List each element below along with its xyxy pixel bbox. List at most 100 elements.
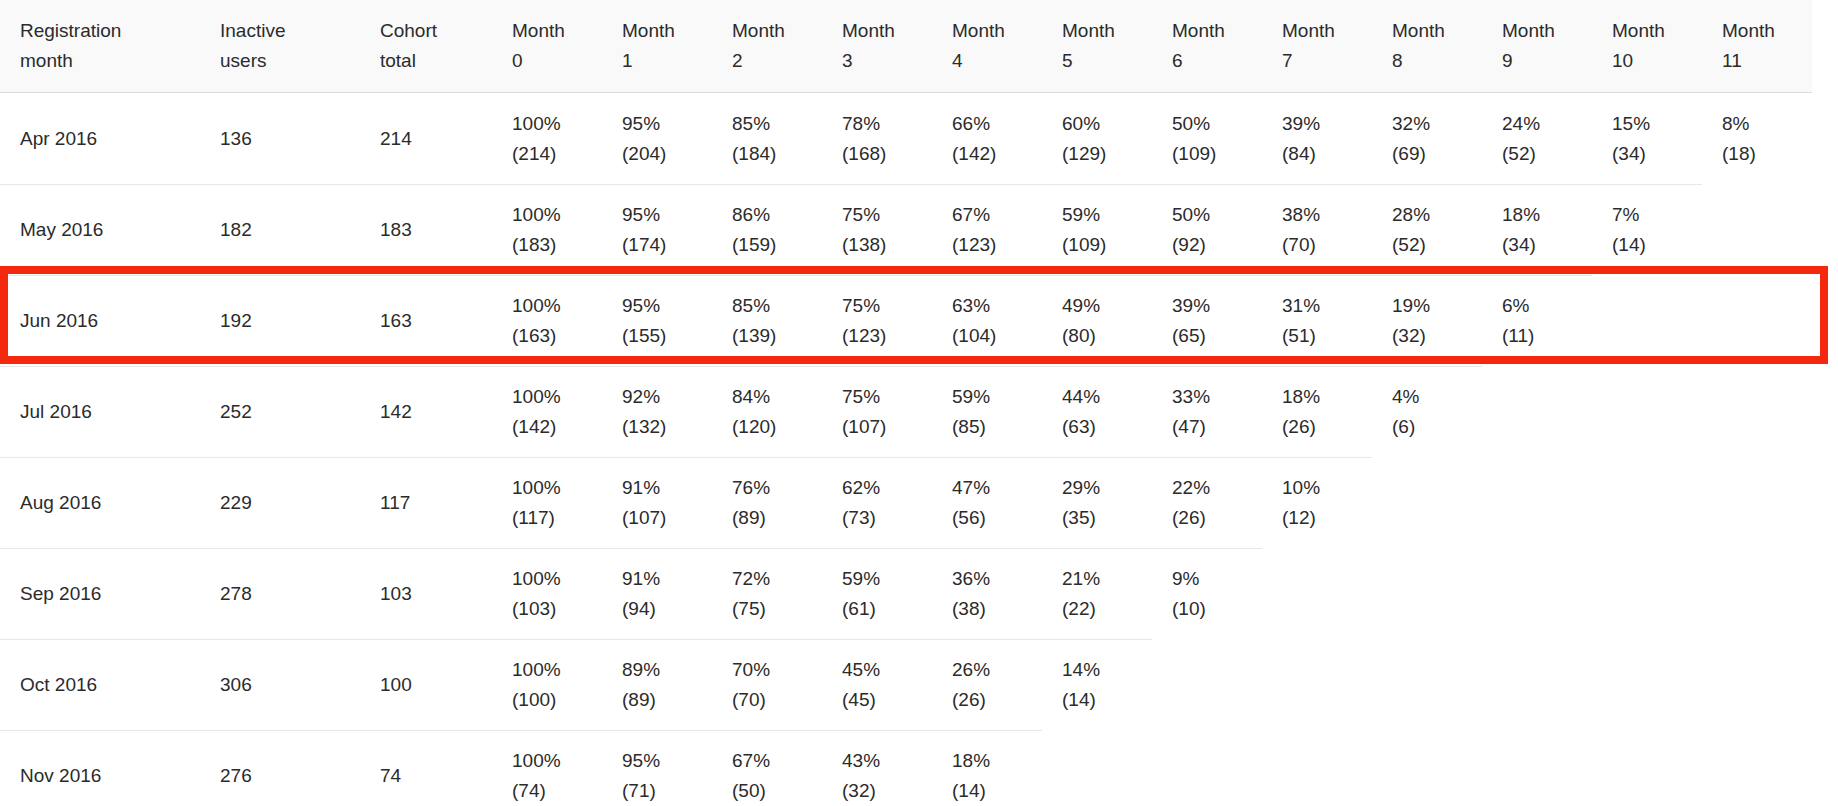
retention-cell-month-1: 95%(204) bbox=[602, 93, 712, 184]
retention-percentage: 18% bbox=[952, 746, 1036, 776]
retention-cell-month-1: 95%(71) bbox=[602, 730, 712, 806]
retention-cell-month-3: 78%(168) bbox=[822, 93, 932, 184]
retention-cell-month-0: 100%(74) bbox=[492, 730, 602, 806]
retention-percentage: 31% bbox=[1282, 291, 1366, 321]
retention-cell-month-10: 7%(14) bbox=[1592, 184, 1702, 275]
retention-percentage: 70% bbox=[732, 655, 816, 685]
column-header-month-0: Month0 bbox=[492, 0, 602, 93]
retention-count: (14) bbox=[1062, 685, 1146, 715]
retention-cell-empty bbox=[1592, 548, 1702, 639]
retention-percentage: 67% bbox=[952, 200, 1036, 230]
retention-percentage: 50% bbox=[1172, 200, 1256, 230]
retention-percentage: 9% bbox=[1172, 564, 1256, 594]
column-header-line: Month bbox=[1282, 16, 1366, 46]
retention-count: (26) bbox=[952, 685, 1036, 715]
column-header-line: users bbox=[220, 46, 354, 76]
retention-count: (107) bbox=[842, 412, 926, 442]
retention-percentage: 39% bbox=[1282, 109, 1366, 139]
retention-cell-month-2: 85%(139) bbox=[712, 275, 822, 366]
column-header-month-7: Month7 bbox=[1262, 0, 1372, 93]
retention-percentage: 50% bbox=[1172, 109, 1256, 139]
retention-percentage: 100% bbox=[512, 382, 596, 412]
retention-cell-empty bbox=[1262, 639, 1372, 730]
retention-count: (65) bbox=[1172, 321, 1256, 351]
retention-cell-empty bbox=[1702, 366, 1812, 457]
retention-cell-month-0: 100%(183) bbox=[492, 184, 602, 275]
registration-month: Jul 2016 bbox=[0, 366, 200, 457]
retention-cell-empty bbox=[1372, 457, 1482, 548]
retention-count: (168) bbox=[842, 139, 926, 169]
retention-percentage: 29% bbox=[1062, 473, 1146, 503]
retention-cell-month-2: 76%(89) bbox=[712, 457, 822, 548]
retention-percentage: 89% bbox=[622, 655, 706, 685]
column-header-line: 4 bbox=[952, 46, 1036, 76]
cohort-total: 142 bbox=[360, 366, 492, 457]
retention-count: (84) bbox=[1282, 139, 1366, 169]
retention-percentage: 100% bbox=[512, 746, 596, 776]
cohort-row-jul-2016: Jul 2016252142100%(142)92%(132)84%(120)7… bbox=[0, 366, 1812, 457]
retention-percentage: 4% bbox=[1392, 382, 1476, 412]
column-header-line: 6 bbox=[1172, 46, 1256, 76]
retention-percentage: 45% bbox=[842, 655, 926, 685]
retention-cell-month-6: 33%(47) bbox=[1152, 366, 1262, 457]
column-header-line: Month bbox=[1392, 16, 1476, 46]
column-header-line: 7 bbox=[1282, 46, 1366, 76]
column-header-month-10: Month10 bbox=[1592, 0, 1702, 93]
retention-cell-month-3: 75%(138) bbox=[822, 184, 932, 275]
retention-cell-empty bbox=[1152, 730, 1262, 806]
retention-count: (18) bbox=[1722, 139, 1806, 169]
inactive-users: 192 bbox=[200, 275, 360, 366]
retention-percentage: 10% bbox=[1282, 473, 1366, 503]
inactive-users: 276 bbox=[200, 730, 360, 806]
retention-percentage: 91% bbox=[622, 473, 706, 503]
column-header-line: 9 bbox=[1502, 46, 1586, 76]
cohort-total: 100 bbox=[360, 639, 492, 730]
column-header-line: 1 bbox=[622, 46, 706, 76]
retention-cell-month-0: 100%(103) bbox=[492, 548, 602, 639]
retention-cell-month-4: 36%(38) bbox=[932, 548, 1042, 639]
retention-count: (89) bbox=[622, 685, 706, 715]
inactive-users: 136 bbox=[200, 93, 360, 184]
retention-count: (123) bbox=[842, 321, 926, 351]
retention-percentage: 91% bbox=[622, 564, 706, 594]
retention-cell-empty bbox=[1702, 639, 1812, 730]
retention-cell-empty bbox=[1482, 457, 1592, 548]
registration-month: Sep 2016 bbox=[0, 548, 200, 639]
column-header-line: Month bbox=[1722, 16, 1806, 46]
retention-percentage: 18% bbox=[1502, 200, 1586, 230]
retention-cell-month-7: 18%(26) bbox=[1262, 366, 1372, 457]
retention-cell-month-2: 67%(50) bbox=[712, 730, 822, 806]
retention-cell-month-2: 85%(184) bbox=[712, 93, 822, 184]
retention-percentage: 59% bbox=[952, 382, 1036, 412]
retention-cell-empty bbox=[1592, 457, 1702, 548]
retention-cell-empty bbox=[1482, 639, 1592, 730]
retention-cell-month-6: 9%(10) bbox=[1152, 548, 1262, 639]
retention-cell-empty bbox=[1372, 730, 1482, 806]
cohort-total: 103 bbox=[360, 548, 492, 639]
cohort-row-apr-2016: Apr 2016136214100%(214)95%(204)85%(184)7… bbox=[0, 93, 1812, 184]
retention-count: (129) bbox=[1062, 139, 1146, 169]
retention-cell-month-9: 6%(11) bbox=[1482, 275, 1592, 366]
retention-cell-month-5: 59%(109) bbox=[1042, 184, 1152, 275]
table-header: RegistrationmonthInactiveusersCohorttota… bbox=[0, 0, 1812, 93]
retention-percentage: 24% bbox=[1502, 109, 1586, 139]
retention-percentage: 44% bbox=[1062, 382, 1146, 412]
retention-cell-month-2: 72%(75) bbox=[712, 548, 822, 639]
retention-percentage: 8% bbox=[1722, 109, 1806, 139]
table-body: Apr 2016136214100%(214)95%(204)85%(184)7… bbox=[0, 93, 1812, 806]
retention-percentage: 22% bbox=[1172, 473, 1256, 503]
inactive-users: 306 bbox=[200, 639, 360, 730]
retention-cell-empty bbox=[1702, 730, 1812, 806]
retention-count: (94) bbox=[622, 594, 706, 624]
inactive-users: 278 bbox=[200, 548, 360, 639]
retention-count: (123) bbox=[952, 230, 1036, 260]
retention-percentage: 92% bbox=[622, 382, 706, 412]
cohort-total: 74 bbox=[360, 730, 492, 806]
retention-cell-month-2: 70%(70) bbox=[712, 639, 822, 730]
column-header-line: 11 bbox=[1722, 46, 1806, 76]
header-row: RegistrationmonthInactiveusersCohorttota… bbox=[0, 0, 1812, 93]
retention-count: (14) bbox=[1612, 230, 1696, 260]
retention-percentage: 7% bbox=[1612, 200, 1696, 230]
retention-cell-month-1: 95%(174) bbox=[602, 184, 712, 275]
retention-count: (61) bbox=[842, 594, 926, 624]
